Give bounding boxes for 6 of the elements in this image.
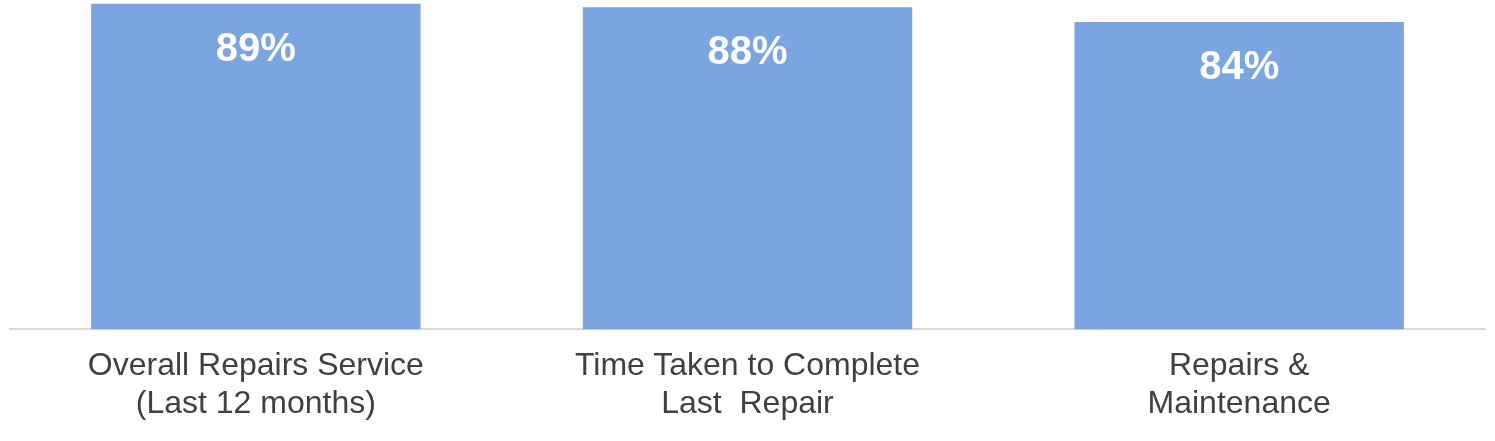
x-tick-label: Time Taken to Complete Last Repair [574, 346, 921, 420]
x-tick-label: Overall Repairs Service (Last 12 months) [87, 346, 424, 420]
data-label: 89% [215, 24, 296, 69]
data-label: 88% [707, 28, 788, 73]
data-label: 84% [1199, 43, 1280, 87]
x-tick-label: Repairs & Maintenance [1147, 346, 1331, 420]
